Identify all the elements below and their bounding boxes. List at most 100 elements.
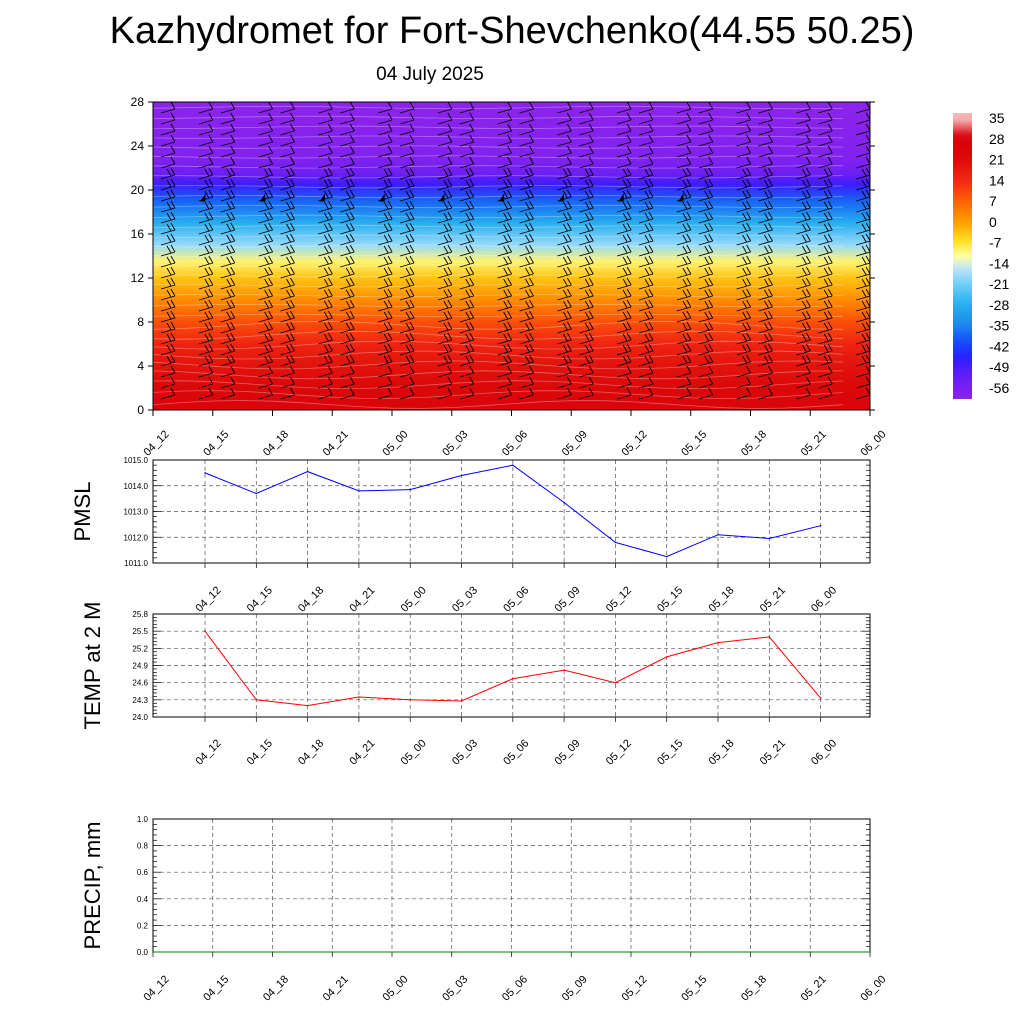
wind-barb	[459, 222, 475, 235]
data-point	[306, 470, 309, 473]
wind-barb	[676, 211, 692, 224]
wind-barb	[736, 332, 752, 345]
wind-barb	[318, 211, 333, 224]
wind-barb	[579, 200, 594, 213]
wind-barb	[280, 288, 295, 301]
wind-barb	[160, 244, 176, 257]
wind-barb	[519, 156, 534, 169]
colorbar: 35 28 21 14 7 0 -7 -14 -21 -28 -35 -42 -49 -56	[953, 110, 1009, 399]
wind-barb	[519, 222, 534, 235]
wind-barb	[796, 222, 811, 235]
wind-barb	[459, 102, 475, 114]
xtick-label: 05_12	[619, 973, 649, 1003]
wind-barb	[557, 376, 572, 389]
colorbar-label: -21	[989, 276, 1009, 292]
wind-barb	[160, 354, 176, 367]
wind-barb	[318, 277, 333, 290]
contour-line	[153, 194, 844, 199]
colorbar-label: -35	[989, 318, 1009, 334]
wind-barb	[340, 266, 355, 279]
wind-barb	[497, 277, 513, 290]
contour-line	[153, 145, 844, 149]
wind-barb	[638, 299, 654, 312]
wind-barb	[557, 288, 572, 301]
wind-barb	[698, 112, 714, 125]
ytick-label: 1015.0	[124, 456, 149, 465]
wind-barb	[579, 266, 594, 279]
wind-barb	[340, 102, 355, 114]
wind-barb	[399, 387, 415, 400]
ytick-label: 25.8	[132, 610, 148, 619]
wind-barb	[160, 365, 176, 378]
wind-barb	[280, 112, 295, 125]
data-point	[510, 951, 513, 953]
wind-barb	[557, 299, 572, 312]
wind-barb	[698, 244, 714, 257]
wind-barb	[378, 189, 393, 202]
wind-barb	[818, 255, 833, 268]
wind-barb	[676, 123, 692, 136]
wind-barb	[459, 332, 475, 345]
wind-barb	[280, 299, 295, 312]
wind-barb	[378, 365, 393, 378]
data-point	[614, 681, 617, 684]
wind-barb	[160, 321, 176, 334]
wind-barb	[160, 387, 176, 400]
wind-barb	[160, 156, 176, 169]
ytick-label: 1012.0	[124, 533, 149, 542]
wind-barb	[220, 178, 236, 191]
xtick-label: 04_21	[347, 584, 377, 614]
wind-barb	[818, 112, 833, 125]
heatmap-xtick-label: 05_21	[799, 428, 829, 458]
wind-barb	[758, 332, 773, 345]
wind-barb	[676, 277, 692, 290]
data-point	[563, 669, 565, 671]
wind-barb	[519, 200, 534, 213]
wind-barb	[758, 200, 773, 213]
wind-barb	[318, 376, 333, 389]
wind-barb	[459, 244, 475, 257]
wind-barb	[617, 178, 632, 191]
wind-barb	[557, 255, 572, 268]
wind-barb	[497, 288, 513, 301]
wind-barb	[220, 343, 236, 356]
wind-barb	[340, 255, 355, 268]
wind-barb	[198, 365, 214, 378]
wind-barb	[638, 189, 684, 202]
wind-barb	[318, 387, 333, 400]
wind-barb	[796, 387, 811, 400]
wind-barb	[198, 178, 214, 191]
wind-barb	[340, 222, 355, 235]
xtick-label: 04_21	[347, 737, 377, 767]
wind-barb	[638, 211, 654, 224]
wind-barb	[280, 255, 295, 268]
wind-barb	[220, 321, 236, 334]
wind-barb	[736, 310, 752, 323]
wind-barb	[579, 354, 594, 367]
wind-barb	[160, 222, 176, 235]
wind-barb	[856, 255, 870, 268]
wind-barb	[758, 354, 773, 367]
wind-barb	[519, 266, 534, 279]
ytick-label: 0.6	[137, 868, 149, 877]
wind-barb	[557, 354, 572, 367]
xtick-label: 05_00	[380, 973, 410, 1003]
wind-barb	[378, 343, 393, 356]
wind-barb	[579, 387, 594, 400]
wind-barb	[340, 211, 355, 224]
wind-barb	[198, 112, 214, 125]
wind-barb	[459, 255, 475, 268]
wind-barb	[497, 200, 513, 213]
wind-barb	[497, 266, 513, 279]
wind-barb	[459, 211, 475, 224]
wind-barb	[758, 189, 773, 202]
contour-line	[153, 175, 844, 179]
wind-barb	[818, 222, 833, 235]
wind-barb	[818, 277, 833, 290]
wind-barb	[796, 332, 811, 345]
wind-barb	[579, 134, 594, 147]
wind-barb	[340, 343, 355, 356]
wind-barb	[557, 102, 572, 114]
data-point	[665, 656, 668, 658]
